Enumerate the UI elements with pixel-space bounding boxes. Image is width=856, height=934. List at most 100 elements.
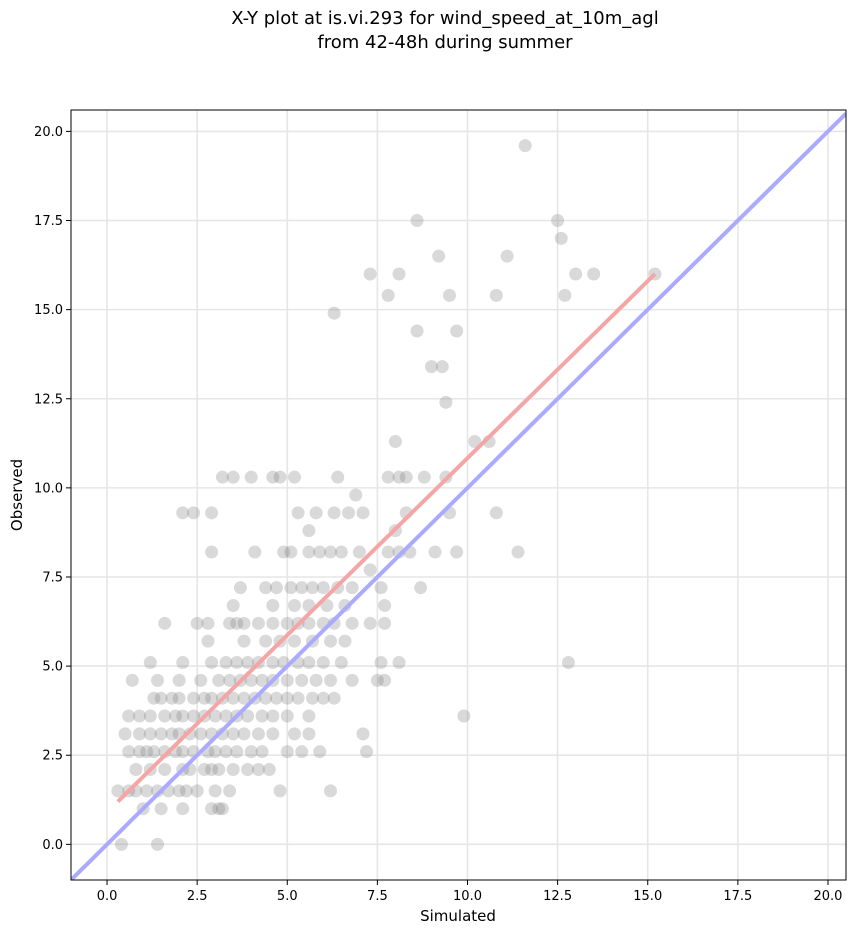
chart-title-line-2: from 42-48h during summer: [317, 32, 573, 53]
data-point: [356, 727, 370, 741]
data-point: [237, 727, 251, 741]
data-point: [205, 545, 219, 559]
data-point: [309, 506, 323, 520]
data-point: [205, 802, 219, 816]
data-point: [309, 673, 323, 687]
grid: [71, 110, 846, 880]
y-axis-label: Observed: [8, 459, 26, 531]
data-point: [313, 745, 327, 759]
data-point: [363, 563, 377, 577]
data-point: [205, 762, 219, 776]
data-point: [569, 267, 583, 281]
data-point: [165, 691, 179, 705]
data-point: [215, 470, 229, 484]
reference-lines: [71, 112, 846, 880]
data-point: [287, 599, 301, 613]
data-point: [392, 470, 406, 484]
data-point: [551, 214, 565, 228]
data-point: [154, 802, 168, 816]
data-point: [302, 616, 316, 630]
data-point: [172, 673, 186, 687]
data-point: [287, 634, 301, 648]
data-point: [132, 745, 146, 759]
x-tick-label: 17.5: [723, 889, 752, 904]
x-tick-label: 20.0: [814, 889, 843, 904]
y-axis-ticks: 0.0 2.5 5.0 7.5 10.0 12.5 15.0 17.5 20.0: [34, 125, 71, 853]
data-point: [417, 470, 431, 484]
data-point: [392, 267, 406, 281]
data-point: [143, 709, 157, 723]
data-point: [176, 745, 190, 759]
data-point: [262, 762, 276, 776]
data-point: [259, 691, 273, 705]
data-point: [399, 470, 413, 484]
data-point: [374, 656, 388, 670]
y-tick-label: 20.0: [34, 125, 63, 140]
x-tick-label: 2.5: [187, 889, 208, 904]
data-point: [158, 762, 172, 776]
data-point: [428, 545, 442, 559]
data-point: [280, 616, 294, 630]
data-point: [208, 745, 222, 759]
data-point: [205, 506, 219, 520]
data-point: [327, 616, 341, 630]
data-point: [378, 673, 392, 687]
data-point: [511, 545, 525, 559]
data-point: [331, 470, 345, 484]
data-point: [410, 324, 424, 338]
data-point: [327, 691, 341, 705]
y-tick-label: 5.0: [42, 660, 63, 675]
data-point: [432, 249, 446, 263]
y-tick-label: 2.5: [42, 749, 63, 764]
data-point: [378, 599, 392, 613]
data-point: [316, 691, 330, 705]
data-point: [165, 727, 179, 741]
data-point: [132, 727, 146, 741]
regression-fit-line: [116, 272, 657, 804]
data-point: [125, 673, 139, 687]
data-point: [179, 784, 193, 798]
data-point: [356, 506, 370, 520]
data-point: [558, 288, 572, 302]
data-point: [244, 470, 258, 484]
y-tick-label: 7.5: [42, 570, 63, 585]
data-point: [306, 691, 320, 705]
data-point: [151, 673, 165, 687]
data-point: [122, 709, 136, 723]
data-point: [118, 727, 132, 741]
data-point: [169, 709, 183, 723]
data-point: [381, 545, 395, 559]
data-point: [143, 727, 157, 741]
data-point: [183, 727, 197, 741]
data-point: [255, 745, 269, 759]
data-point: [280, 709, 294, 723]
data-point: [320, 599, 334, 613]
data-point: [295, 581, 309, 595]
data-point: [259, 581, 273, 595]
data-point: [244, 673, 258, 687]
data-point: [241, 656, 255, 670]
data-point: [151, 837, 165, 851]
data-point: [360, 745, 374, 759]
data-point: [392, 656, 406, 670]
data-point: [241, 762, 255, 776]
data-point: [424, 360, 438, 374]
data-point: [172, 784, 186, 798]
data-point: [302, 727, 316, 741]
x-tick-label: 7.5: [367, 889, 388, 904]
data-point: [345, 673, 359, 687]
data-point: [255, 673, 269, 687]
data-point: [266, 656, 280, 670]
data-point: [324, 784, 338, 798]
data-point: [241, 709, 255, 723]
data-point: [132, 709, 146, 723]
data-point: [176, 656, 190, 670]
data-point: [248, 545, 262, 559]
x-axis-label: Simulated: [420, 907, 496, 925]
data-point: [197, 762, 211, 776]
data-point: [205, 691, 219, 705]
data-point: [295, 673, 309, 687]
data-point: [269, 691, 283, 705]
data-point: [129, 762, 143, 776]
data-point: [410, 214, 424, 228]
